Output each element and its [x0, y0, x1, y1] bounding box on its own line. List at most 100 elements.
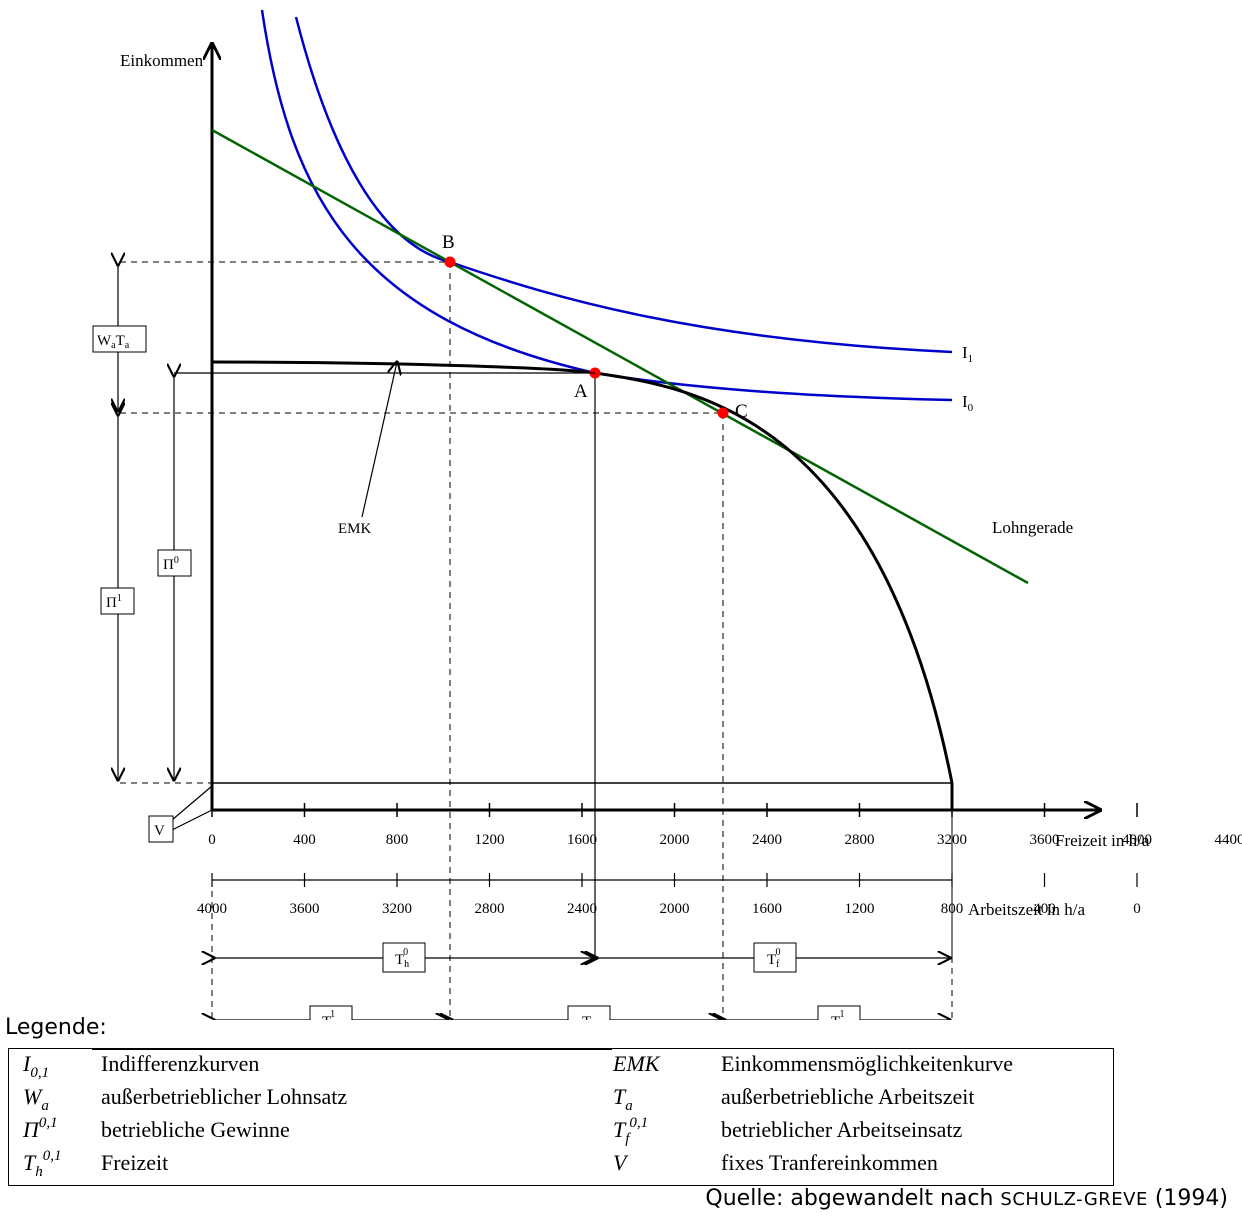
x-tick-label: 1600 [567, 832, 597, 848]
legend-symbol-right: Tf0,1 [613, 1115, 649, 1147]
indifference-curve-i0 [260, 9, 953, 402]
legend-symbol-base: T [23, 1150, 36, 1175]
source-note: Quelle: abgewandelt nach SCHULZ-GREVE (1… [705, 1186, 1228, 1211]
x2-tick-label: 4000 [197, 901, 227, 917]
legend-symbol-sup: 0,1 [38, 1115, 58, 1131]
x2-ticks: 4000 3600 3200 2800 2400 2000 1600 1200 800 400 0 [197, 873, 1141, 917]
legend-row: I0,1 Indifferenzkurven EMK Einkommensmöglic… [9, 1051, 1113, 1083]
legend-text-right: Einkommensmöglichkeitenkurve [721, 1051, 1014, 1076]
x-tick-label: 2800 [845, 832, 875, 848]
x-tick-label: 800 [386, 832, 409, 848]
point-b-label: B [442, 232, 455, 253]
x2-axis-label: Arbeitszeit in h/a [968, 900, 1086, 919]
legend-symbol: Wa [23, 1084, 49, 1114]
pi0-box-label: Π0 [163, 555, 179, 573]
x2-tick-label: 1600 [752, 901, 782, 917]
wata-box-label: WaTa [97, 333, 130, 351]
legend-text-right: fixes Tranfereinkommen [721, 1150, 938, 1175]
x-axis-label: Freizeit in h/a [1055, 831, 1150, 850]
x2-tick-label: 2000 [660, 901, 690, 917]
th0-box [382, 942, 426, 973]
legend-symbol-sub: a [41, 1098, 49, 1114]
emk-label: EMK [338, 521, 372, 537]
legend-symbol-base: I [23, 1051, 31, 1076]
legend-title: Legende: [5, 1015, 107, 1040]
i0-label: I0 [962, 392, 974, 414]
v-pointer-lower [171, 809, 213, 831]
x2-tick-label: 800 [941, 901, 964, 917]
legend-divider [92, 1049, 612, 1050]
legend-symbol-sub: h [35, 1164, 43, 1180]
economics-diagram: 0 400 800 1200 1600 2000 2400 2800 3200 3600 4000 4… [92, 9, 1242, 1020]
x-tick-label: 2000 [660, 832, 690, 848]
emk-curve [211, 360, 954, 784]
legend-text: außerbetrieblicher Lohnsatz [101, 1084, 348, 1109]
ta-box-label: Ta [582, 1014, 596, 1020]
v-box-label: V [154, 823, 165, 839]
x-tick-label: 3200 [937, 832, 967, 848]
x2-tick-label: 1200 [845, 901, 875, 917]
i1-label: I1 [962, 343, 973, 365]
x-tick-label: 4400 [1215, 832, 1242, 848]
legend-text: betriebliche Gewinne [101, 1117, 290, 1142]
legend-symbol: Π0,1 [23, 1115, 58, 1143]
legend-symbol-sup: 0,1 [42, 1148, 62, 1164]
legend-symbol-base: EMK [613, 1051, 660, 1076]
pi0-box [157, 549, 192, 577]
legend-text: Freizeit [101, 1150, 169, 1175]
legend-symbol-sub: f [625, 1131, 630, 1147]
legend: I0,1 Indifferenzkurven EMK Einkommensmöglic… [8, 1048, 1114, 1186]
source-author: SCHULZ-GREVE [1000, 1189, 1148, 1210]
point-c-marker [717, 407, 729, 419]
source-prefix: Quelle: abgewandelt nach [705, 1186, 1001, 1211]
th0-box-label: Th0 [395, 947, 409, 970]
legend-symbol-base: W [23, 1084, 42, 1109]
legend-symbol: Th0,1 [23, 1148, 62, 1180]
legend-row: Wa außerbetrieblicher Lohnsatz Ta außerbetr… [9, 1084, 1113, 1116]
pi1-box-label: Π1 [106, 593, 122, 611]
x2-tick-label: 3600 [290, 901, 320, 917]
indifference-curve-i1 [294, 16, 953, 354]
guide-lines [120, 261, 953, 1020]
pi1-box [100, 587, 135, 615]
x-tick-label: 3600 [1030, 832, 1060, 848]
legend-symbol: I0,1 [23, 1051, 49, 1081]
legend-symbol-sub: a [625, 1098, 633, 1114]
legend-symbol-base: V [613, 1150, 627, 1175]
x-tick-label: 400 [293, 832, 316, 848]
th1-box-label: Th1 [322, 1009, 336, 1020]
x2-tick-label: 400 [1033, 901, 1056, 917]
v-pointer-upper [171, 785, 213, 821]
legend-symbol-base: T [613, 1117, 626, 1142]
source-year: (1994) [1147, 1186, 1228, 1211]
x2-tick-label: 3200 [382, 901, 412, 917]
x2-tick-label: 2800 [475, 901, 505, 917]
legend-text-right: außerbetriebliche Arbeitszeit [721, 1084, 975, 1109]
legend-symbol-right: Ta [613, 1084, 633, 1114]
x2-tick-label: 2400 [567, 901, 597, 917]
legend-text-right: betrieblicher Arbeitseinsatz [721, 1117, 963, 1142]
legend-text: Indifferenzkurven [101, 1051, 260, 1076]
legend-symbol-right: V [613, 1150, 626, 1176]
v-box [148, 815, 174, 843]
legend-symbol-sup: 0,1 [629, 1115, 649, 1131]
ta-box [567, 1005, 611, 1020]
point-a-label: A [574, 381, 588, 402]
wata-box [92, 325, 147, 353]
tf0-box [753, 942, 797, 973]
x-tick-label: 2400 [752, 832, 782, 848]
tf1-box [817, 1005, 861, 1020]
emk-pointer [361, 362, 397, 518]
wage-line [211, 128, 1029, 585]
th1-box [309, 1005, 353, 1020]
legend-row: Π0,1 betriebliche Gewinne Tf0,1 betrieblich… [9, 1115, 1113, 1149]
point-c-label: C [735, 401, 748, 422]
tf1-box-label: Tf1 [831, 1009, 845, 1020]
x-tick-label: 4000 [1122, 832, 1152, 848]
x-tick-label: 1200 [475, 832, 505, 848]
legend-symbol-base: T [613, 1084, 626, 1109]
point-b-marker [444, 256, 456, 268]
wage-line-label: Lohngerade [992, 518, 1073, 537]
y-axis-label: Einkommen [120, 51, 204, 70]
